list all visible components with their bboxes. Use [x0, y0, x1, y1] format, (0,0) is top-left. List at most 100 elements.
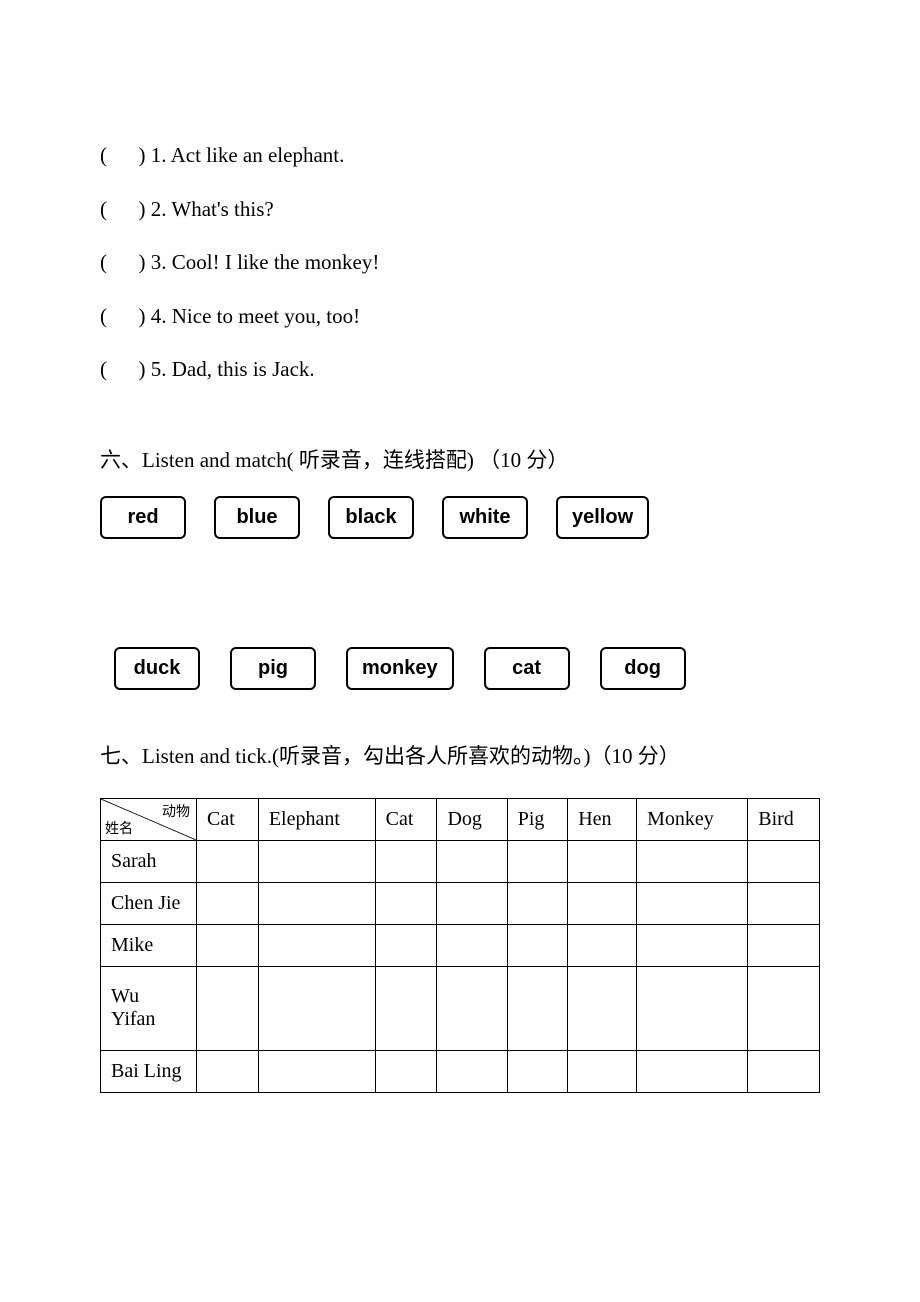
paren-open[interactable]: (	[100, 250, 107, 274]
tick-cell[interactable]	[507, 966, 567, 1050]
paren-gap[interactable]	[107, 250, 139, 274]
tick-cell[interactable]	[258, 882, 375, 924]
table-header-row: 动物 姓名 Cat Elephant Cat Dog Pig Hen Monke…	[101, 798, 820, 840]
tick-cell[interactable]	[748, 882, 820, 924]
col-header: Cat	[375, 798, 437, 840]
question-list: ( ) 1. Act like an elephant. ( ) 2. What…	[100, 140, 820, 386]
tick-cell[interactable]	[637, 966, 748, 1050]
paren-gap[interactable]	[107, 304, 139, 328]
tick-cell[interactable]	[568, 1050, 637, 1092]
question-text: What's this?	[171, 197, 273, 221]
tick-cell[interactable]	[375, 924, 437, 966]
word-box-red[interactable]: red	[100, 496, 186, 539]
table-row: Sarah	[101, 840, 820, 882]
tick-cell[interactable]	[375, 1050, 437, 1092]
row-name: Sarah	[101, 840, 197, 882]
question-item: ( ) 5. Dad, this is Jack.	[100, 354, 820, 386]
question-text: Act like an elephant.	[171, 143, 345, 167]
tick-cell[interactable]	[437, 924, 507, 966]
question-text: Dad, this is Jack.	[172, 357, 315, 381]
paren-open[interactable]: (	[100, 143, 107, 167]
tick-cell[interactable]	[258, 966, 375, 1050]
tick-table: 动物 姓名 Cat Elephant Cat Dog Pig Hen Monke…	[100, 798, 820, 1093]
tick-cell[interactable]	[637, 840, 748, 882]
tick-cell[interactable]	[568, 924, 637, 966]
section6-title: 六、Listen and match( 听录音，连线搭配) （10 分）	[100, 444, 820, 474]
tick-cell[interactable]	[258, 840, 375, 882]
tick-cell[interactable]	[437, 840, 507, 882]
tick-cell[interactable]	[748, 1050, 820, 1092]
tick-cell[interactable]	[375, 840, 437, 882]
tick-cell[interactable]	[507, 1050, 567, 1092]
paren-close: )	[139, 304, 146, 328]
col-header: Bird	[748, 798, 820, 840]
word-box-cat[interactable]: cat	[484, 647, 570, 690]
paren-close: )	[139, 250, 146, 274]
word-box-blue[interactable]: blue	[214, 496, 300, 539]
paren-open[interactable]: (	[100, 357, 107, 381]
question-num: 3.	[151, 250, 167, 274]
question-text: Nice to meet you, too!	[172, 304, 360, 328]
tick-cell[interactable]	[568, 882, 637, 924]
tick-cell[interactable]	[375, 882, 437, 924]
col-header: Elephant	[258, 798, 375, 840]
tick-cell[interactable]	[637, 1050, 748, 1092]
word-box-dog[interactable]: dog	[600, 647, 686, 690]
question-item: ( ) 3. Cool! I like the monkey!	[100, 247, 820, 279]
tick-cell[interactable]	[437, 966, 507, 1050]
col-header: Dog	[437, 798, 507, 840]
tick-cell[interactable]	[375, 966, 437, 1050]
word-box-black[interactable]: black	[328, 496, 414, 539]
tick-cell[interactable]	[437, 882, 507, 924]
question-item: ( ) 2. What's this?	[100, 194, 820, 226]
paren-gap[interactable]	[107, 143, 139, 167]
question-num: 5.	[151, 357, 167, 381]
tick-cell[interactable]	[197, 966, 259, 1050]
paren-gap[interactable]	[107, 197, 139, 221]
paren-open[interactable]: (	[100, 197, 107, 221]
table-row: Wu Yifan	[101, 966, 820, 1050]
animal-box-row: duck pig monkey cat dog	[114, 647, 820, 690]
row-name: Chen Jie	[101, 882, 197, 924]
col-header: Cat	[197, 798, 259, 840]
word-box-monkey[interactable]: monkey	[346, 647, 454, 690]
word-box-white[interactable]: white	[442, 496, 528, 539]
word-box-duck[interactable]: duck	[114, 647, 200, 690]
col-header: Hen	[568, 798, 637, 840]
tick-cell[interactable]	[507, 924, 567, 966]
color-box-row: red blue black white yellow	[100, 496, 820, 539]
match-gap[interactable]	[100, 557, 820, 647]
tick-cell[interactable]	[507, 882, 567, 924]
col-header: Pig	[507, 798, 567, 840]
tick-cell[interactable]	[568, 840, 637, 882]
paren-gap[interactable]	[107, 357, 139, 381]
row-name: Wu Yifan	[101, 966, 197, 1050]
tick-cell[interactable]	[258, 1050, 375, 1092]
tick-cell[interactable]	[258, 924, 375, 966]
tick-cell[interactable]	[748, 966, 820, 1050]
tick-cell[interactable]	[748, 840, 820, 882]
tick-cell[interactable]	[748, 924, 820, 966]
word-box-pig[interactable]: pig	[230, 647, 316, 690]
col-header: Monkey	[637, 798, 748, 840]
question-num: 2.	[151, 197, 167, 221]
question-item: ( ) 4. Nice to meet you, too!	[100, 301, 820, 333]
table-row: Chen Jie	[101, 882, 820, 924]
tick-cell[interactable]	[637, 882, 748, 924]
worksheet-page: ( ) 1. Act like an elephant. ( ) 2. What…	[0, 0, 920, 1302]
tick-cell[interactable]	[568, 966, 637, 1050]
tick-cell[interactable]	[197, 1050, 259, 1092]
tick-cell[interactable]	[197, 924, 259, 966]
diag-top-label: 动物	[162, 801, 190, 821]
table-row: Bai Ling	[101, 1050, 820, 1092]
word-box-yellow[interactable]: yellow	[556, 496, 649, 539]
tick-cell[interactable]	[437, 1050, 507, 1092]
paren-open[interactable]: (	[100, 304, 107, 328]
tick-cell[interactable]	[197, 882, 259, 924]
tick-cell[interactable]	[197, 840, 259, 882]
tick-cell[interactable]	[637, 924, 748, 966]
question-item: ( ) 1. Act like an elephant.	[100, 140, 820, 172]
question-text: Cool! I like the monkey!	[172, 250, 380, 274]
tick-cell[interactable]	[507, 840, 567, 882]
row-name: Mike	[101, 924, 197, 966]
